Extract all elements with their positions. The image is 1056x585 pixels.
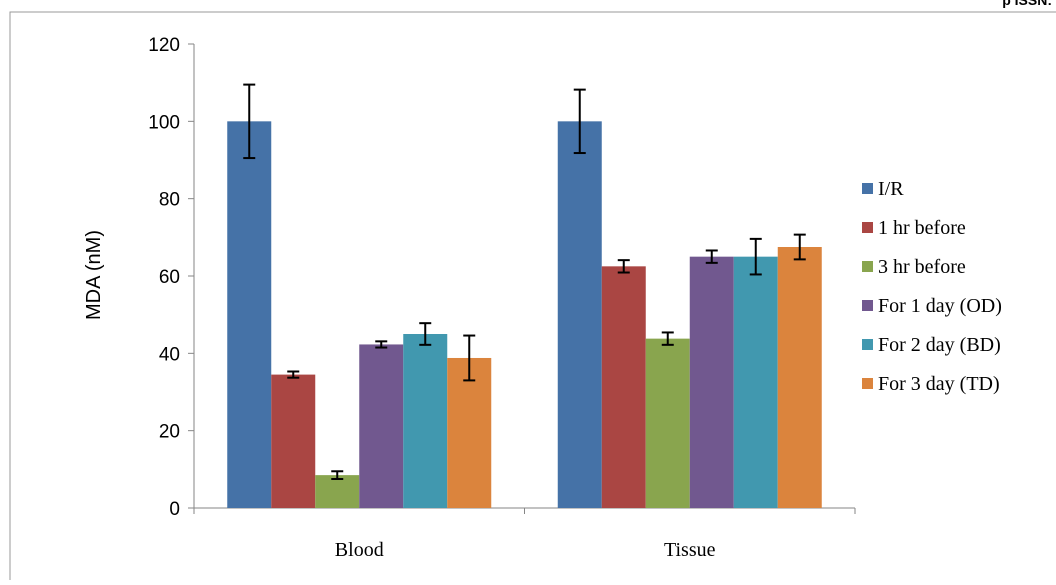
y-tick-label: 120: [148, 35, 180, 56]
x-axis: Blood Tissue: [193, 507, 856, 561]
y-tick-label: 40: [159, 344, 180, 365]
legend-label: 1 hr before: [878, 217, 966, 239]
x-category-label: Blood: [335, 539, 384, 561]
header-fragment: p ISSN:: [1002, 0, 1052, 8]
bar: [227, 121, 272, 508]
bar: [777, 247, 822, 508]
legend-label: For 1 day (OD): [878, 295, 1002, 317]
bar: [733, 256, 778, 508]
chart-border: [9, 11, 1056, 585]
bar: [359, 344, 404, 508]
legend-swatch: [862, 300, 873, 311]
y-axis: 0 20 40 60 80 100 120: [148, 35, 195, 520]
x-category-label: Tissue: [664, 539, 716, 561]
bar: [315, 475, 360, 508]
bar: [645, 338, 690, 508]
bar: [403, 334, 448, 508]
legend-swatch: [862, 222, 873, 233]
y-tick-label: 20: [159, 422, 180, 443]
y-tick-label: 0: [169, 499, 180, 520]
legend-swatch: [862, 183, 873, 194]
y-axis-title: MDA (nM): [83, 230, 105, 320]
legend-label: 3 hr before: [878, 256, 966, 278]
legend-label: I/R: [878, 178, 904, 200]
legend-label: For 2 day (BD): [878, 334, 1001, 356]
error-bars: [243, 83, 806, 480]
bar: [601, 266, 646, 508]
legend-swatch: [862, 339, 873, 350]
legend-swatch: [862, 378, 873, 389]
legend-label: For 3 day (TD): [878, 373, 1000, 395]
bar: [557, 121, 602, 508]
legend-swatch: [862, 261, 873, 272]
bar: [689, 256, 734, 508]
bar: [271, 374, 316, 508]
y-tick-label: 100: [148, 112, 180, 133]
legend: I/R 1 hr before 3 hr before For 1 day (OD) F…: [862, 178, 1002, 395]
bar: [447, 357, 492, 508]
y-tick-label: 60: [159, 267, 180, 288]
y-tick-label: 80: [159, 190, 180, 211]
bars: [227, 121, 822, 508]
